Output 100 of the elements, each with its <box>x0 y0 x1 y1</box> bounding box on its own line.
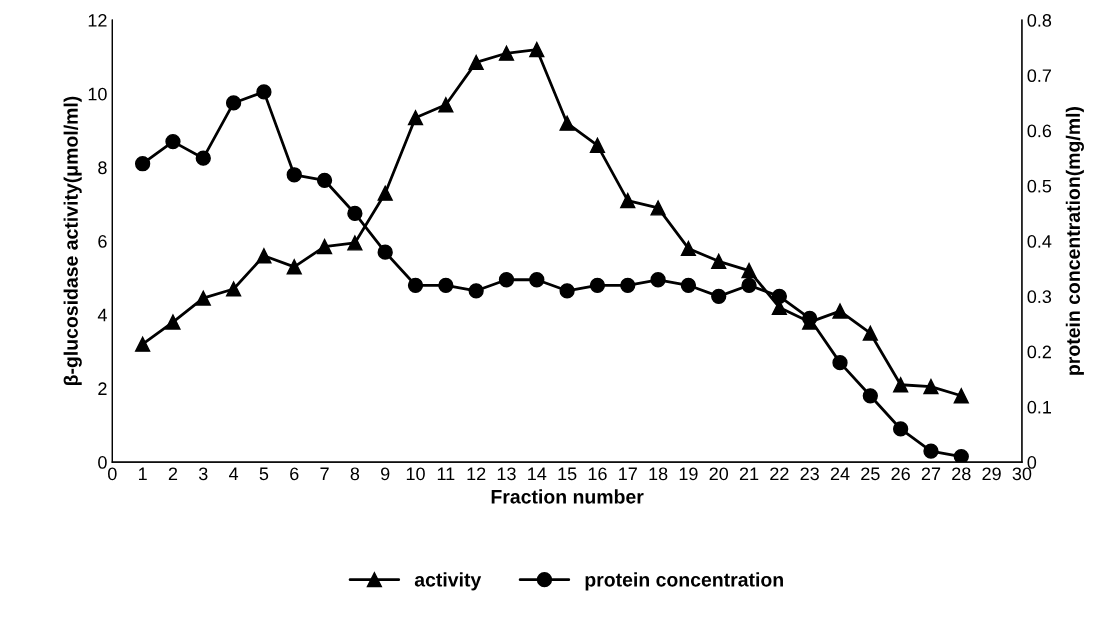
y2-tick-label: 0 <box>1027 456 1037 469</box>
x-tick-label: 18 <box>649 467 668 481</box>
point <box>468 54 484 71</box>
y-tick-label: 12 <box>88 14 107 27</box>
point <box>832 303 848 319</box>
x-tick-label: 4 <box>228 467 239 481</box>
y2-tick-label: 0.3 <box>1027 290 1052 304</box>
point <box>498 45 515 61</box>
point <box>893 377 909 393</box>
point <box>286 259 302 275</box>
x-tick-label: 8 <box>350 467 360 481</box>
x-tick-label: 5 <box>259 467 269 481</box>
x-tick-label: 27 <box>921 467 941 481</box>
point <box>711 288 727 304</box>
point <box>650 272 666 288</box>
point <box>620 192 636 209</box>
y-tick-label: 8 <box>98 161 107 175</box>
legend-label: protein concentration <box>585 572 783 591</box>
point <box>893 421 909 437</box>
x-tick-label: 23 <box>800 467 819 481</box>
point <box>862 325 878 341</box>
x-tick-label: 12 <box>467 467 486 481</box>
x-tick-label: 28 <box>952 467 971 481</box>
point <box>923 378 939 395</box>
x-tick-label: 9 <box>381 467 390 481</box>
x-tick-label: 3 <box>198 467 208 481</box>
x-tick-label: 29 <box>982 467 1001 481</box>
point <box>377 244 393 260</box>
point <box>377 185 393 201</box>
x-tick-label: 15 <box>558 467 577 481</box>
point <box>225 281 242 297</box>
y-tick-label: 0 <box>98 456 107 469</box>
x-tick-label: 14 <box>528 467 547 481</box>
point <box>134 156 151 172</box>
point <box>286 167 302 183</box>
x-axis-title: Fraction number <box>491 489 644 504</box>
point <box>438 277 454 293</box>
x-tick-label: 21 <box>739 467 759 481</box>
point <box>923 443 939 459</box>
x-tick-label: 17 <box>619 467 637 481</box>
x-tick-label: 24 <box>830 467 850 481</box>
x-tick-label: 13 <box>497 467 516 481</box>
x-tick-label: 1 <box>138 467 147 481</box>
y-tick-label: 2 <box>98 382 107 395</box>
x-tick-label: 26 <box>891 467 910 481</box>
y-axis-title: β-glucosidase activity(μmol/ml) <box>63 96 82 386</box>
y2-tick-label: 0.4 <box>1027 235 1052 248</box>
x-tick-label: 19 <box>679 467 698 481</box>
point <box>953 388 969 404</box>
point <box>316 172 333 188</box>
point <box>165 314 181 330</box>
point <box>650 200 666 216</box>
x-tick-label: 11 <box>437 467 455 481</box>
x-tick-label: 7 <box>320 467 329 481</box>
point <box>225 95 242 111</box>
point <box>347 235 363 251</box>
point <box>680 277 697 293</box>
y2-axis-title: protein concentration(mg/ml) <box>1065 107 1084 375</box>
x-tick-label: 2 <box>168 467 178 481</box>
point <box>256 84 272 100</box>
point <box>589 277 606 293</box>
point <box>832 355 848 371</box>
point <box>529 41 545 58</box>
x-tick-label: 0 <box>108 467 117 481</box>
point <box>559 115 575 131</box>
point <box>407 277 424 293</box>
y2-tick-label: 0.7 <box>1027 69 1051 83</box>
y2-tick-label: 0.2 <box>1027 345 1051 359</box>
x-tick-label: 22 <box>770 467 789 481</box>
point <box>741 262 757 279</box>
point <box>862 388 878 404</box>
point <box>468 283 484 299</box>
point <box>529 272 545 288</box>
point <box>589 137 606 153</box>
point <box>407 110 424 126</box>
y-tick-label: 10 <box>88 87 107 101</box>
x-tick-label: 10 <box>406 467 425 481</box>
legend-label: activity <box>414 572 482 591</box>
x-tick-label: 25 <box>861 467 880 481</box>
x-tick-label: 30 <box>1012 467 1032 481</box>
y-tick-label: 6 <box>98 235 107 248</box>
x-tick-label: 6 <box>290 467 299 481</box>
y2-tick-label: 0.6 <box>1027 124 1052 138</box>
point <box>498 272 515 288</box>
point <box>438 97 454 113</box>
y2-tick-label: 0.8 <box>1027 14 1052 27</box>
point <box>741 277 757 293</box>
point <box>316 238 333 255</box>
point <box>953 448 969 463</box>
point <box>195 290 211 306</box>
point <box>165 133 181 150</box>
point <box>711 253 727 269</box>
y2-tick-label: 0.1 <box>1027 400 1052 414</box>
point <box>347 205 363 222</box>
y-tick-label: 4 <box>97 308 107 322</box>
x-tick-label: 20 <box>709 467 729 481</box>
y2-tick-label: 0.5 <box>1027 179 1052 193</box>
point <box>620 277 636 293</box>
point <box>134 336 151 352</box>
point <box>195 150 211 166</box>
